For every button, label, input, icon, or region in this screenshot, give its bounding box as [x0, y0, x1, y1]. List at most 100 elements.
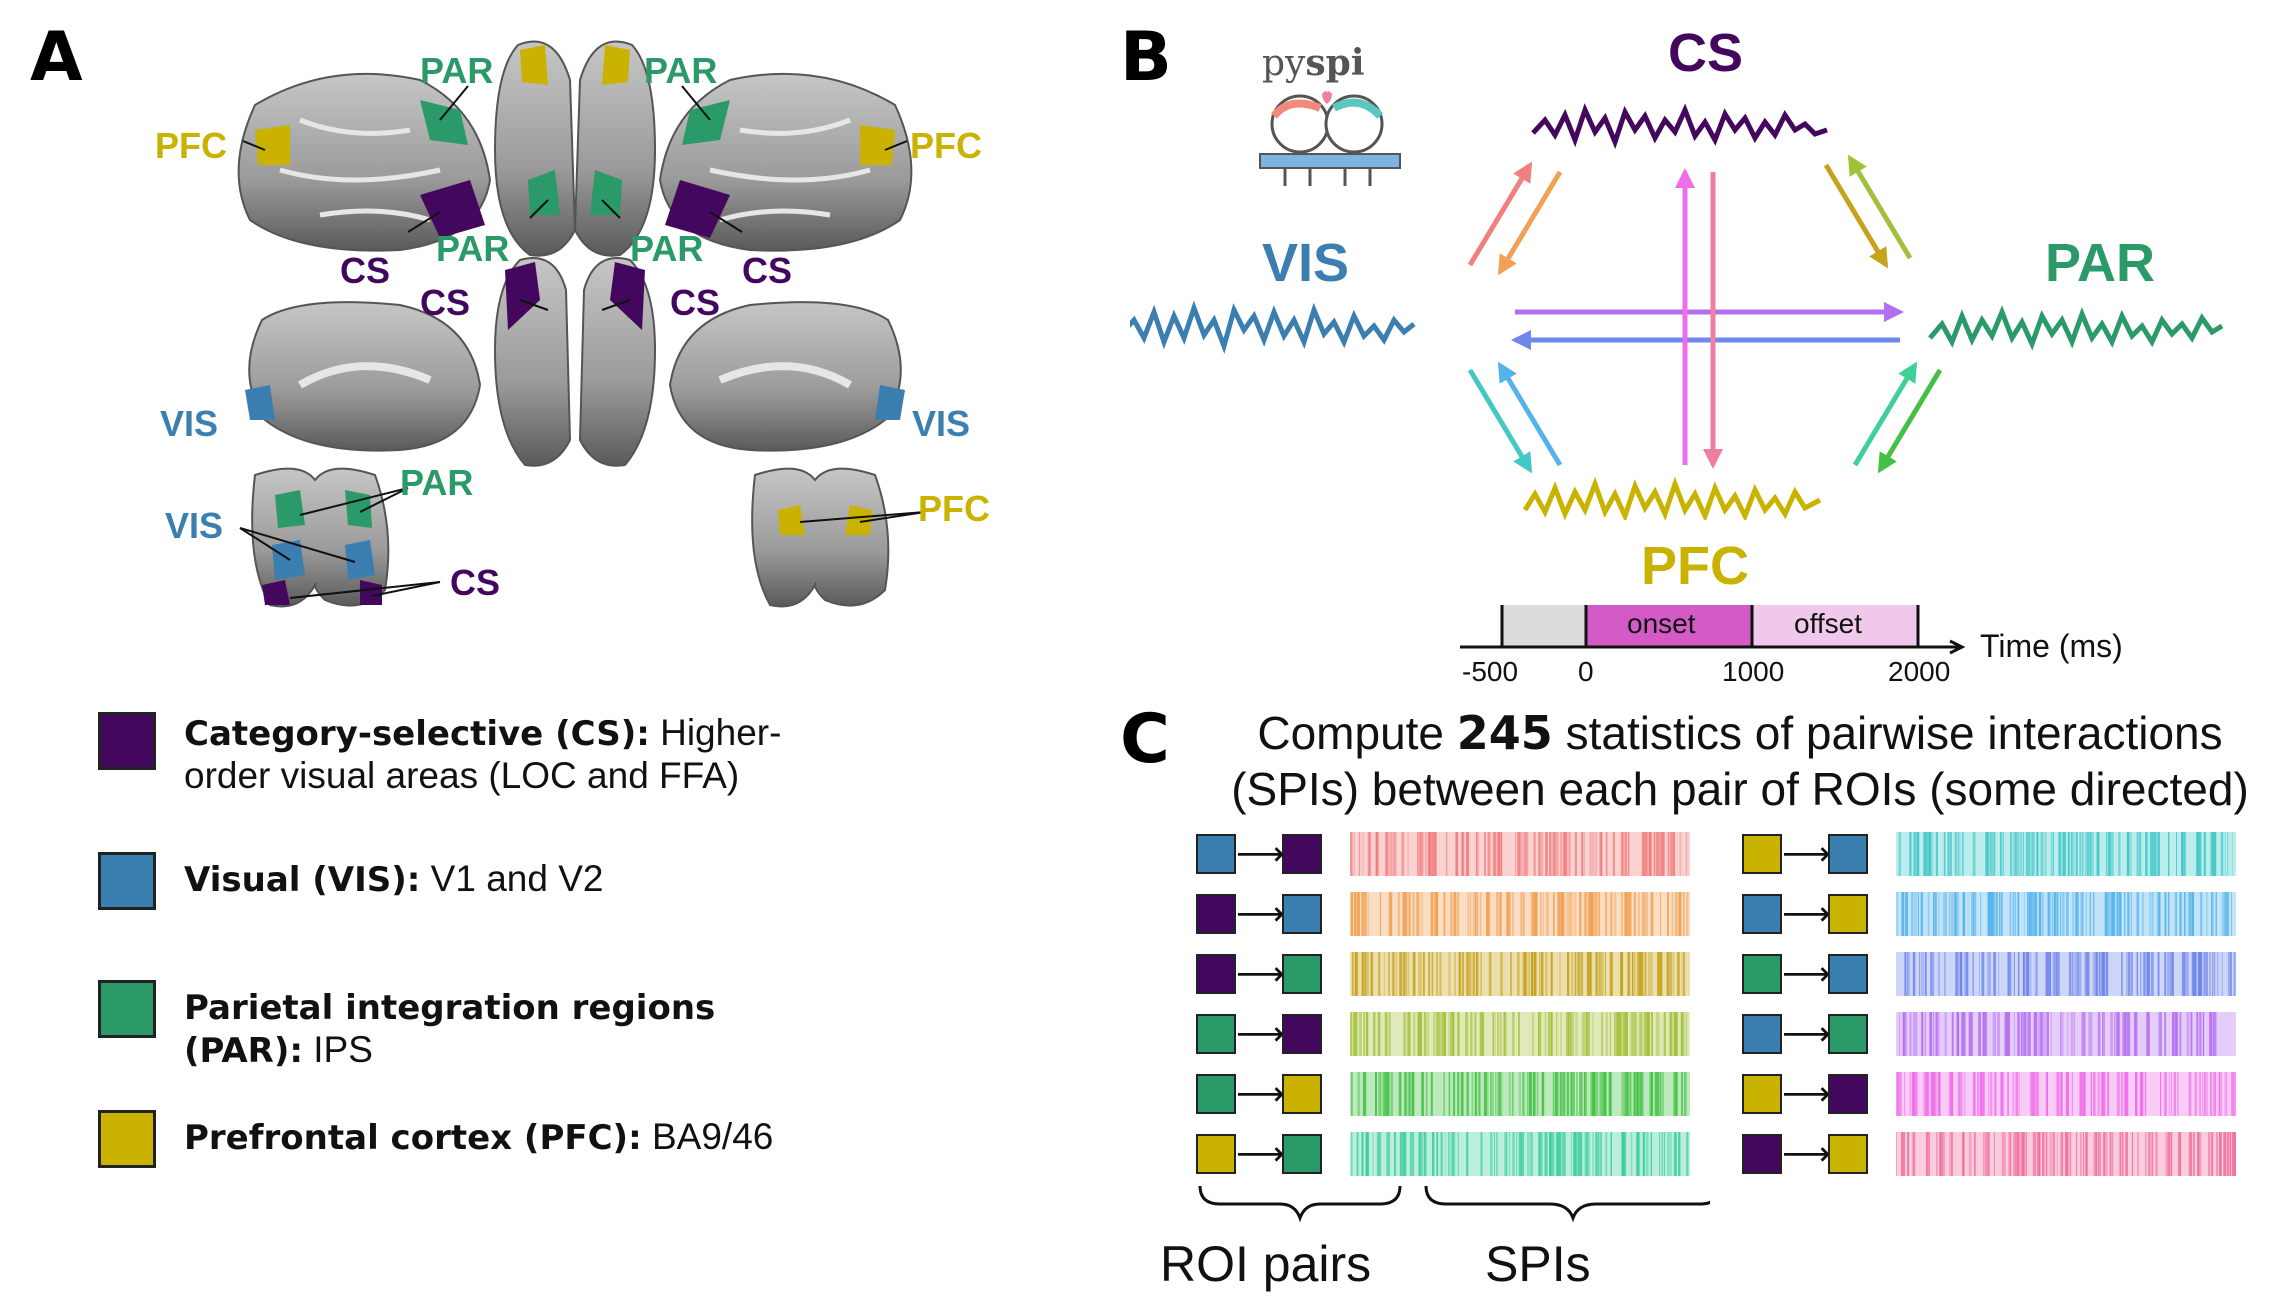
direction-arrow-icon: ⟶ [1782, 1015, 1831, 1053]
roi-square-vis [1282, 894, 1322, 934]
roi-region-patches [245, 45, 905, 605]
roi-square-pfc [1196, 1134, 1236, 1174]
label-pfc-right-lateral: PFC [910, 125, 982, 166]
roi-square-par [1742, 954, 1782, 994]
brace-spis [1424, 1185, 1710, 1222]
roi-square-vis [1828, 954, 1868, 994]
roi-square-pfc [1282, 1074, 1322, 1114]
brace-roi-pairs [1198, 1185, 1402, 1222]
label-cs-right-lateral: CS [742, 250, 793, 291]
panel-c-title: Compute 245 statistics of pairwise inter… [1195, 705, 2285, 817]
panel-b-letter: B [1120, 18, 1172, 97]
left-pair-row-vis-to-cs: ⟶ [1196, 832, 1690, 876]
pyspi-logo-icon [1259, 91, 1401, 186]
roi-square-par [1828, 1014, 1868, 1054]
direction-arrow-icon: ⟶ [1236, 835, 1285, 873]
legend-item-par: Parietal integration regions (PAR): IPS [98, 980, 804, 1072]
label-par-left-lateral: PAR [420, 50, 494, 91]
timeline-tick-0: 0 [1578, 656, 1594, 687]
direction-arrow-icon: ⟶ [1236, 1075, 1285, 1113]
node-pfc-label: PFC [1641, 536, 1749, 596]
timeline-onset-label: onset [1627, 608, 1696, 639]
interaction-arrows [1467, 154, 1943, 474]
label-pfc-anterior: PFC [918, 488, 990, 529]
direction-arrow-icon: ⟶ [1236, 895, 1285, 933]
roi-square-pfc [1742, 1074, 1782, 1114]
right-pair-row-vis-to-pfc: ⟶ [1742, 892, 2236, 936]
node-vis-label: VIS [1262, 233, 1350, 293]
roi-square-pfc [1742, 834, 1782, 874]
trial-timeline [1460, 605, 1966, 655]
roi-leader-lines [239, 85, 926, 599]
left-pair-row-pfc-to-par: ⟶ [1196, 1132, 1690, 1176]
panel-c-title-line2: (SPIs) between each pair of ROIs (some d… [1231, 763, 2249, 815]
spi-barcode-strip [1350, 892, 1690, 936]
panel-c-letter: C [1120, 700, 1170, 779]
roi-square-par [1196, 1014, 1236, 1054]
spi-barcode-strip [1896, 1132, 2236, 1176]
label-par-right-dorsal: PAR [630, 228, 704, 269]
spi-barcode-strip [1350, 832, 1690, 876]
label-roi-pairs: ROI pairs [1160, 1236, 1372, 1292]
brain-medial-right [668, 301, 902, 452]
legend-swatch-par [98, 980, 156, 1038]
timeline-axis-label: Time (ms) [1980, 628, 2123, 664]
label-vis-posterior: VIS [165, 505, 224, 546]
timeline-offset-label: offset [1794, 608, 1862, 639]
legend-text-vis: Visual (VIS): V1 and V2 [184, 858, 604, 900]
direction-arrow-icon: ⟶ [1236, 1015, 1285, 1053]
panel-c-title-line1: Compute 245 statistics of pairwise inter… [1257, 706, 2223, 760]
roi-square-cs [1196, 954, 1236, 994]
node-cs-label: CS [1668, 23, 1744, 83]
roi-square-par [1196, 1074, 1236, 1114]
timeseries-pfc [1522, 476, 1822, 520]
left-pair-row-par-to-pfc: ⟶ [1196, 1072, 1690, 1116]
legend-swatch-cs [98, 712, 156, 770]
direction-arrow-icon: ⟶ [1782, 1075, 1831, 1113]
direction-arrow-icon: ⟶ [1236, 955, 1285, 993]
brain-anterior-right-pair [751, 467, 890, 608]
network-diagram [1130, 103, 2224, 520]
spi-barcode-strip [1896, 952, 2236, 996]
label-par-left-dorsal: PAR [436, 228, 510, 269]
brain-medial-left [248, 301, 482, 452]
brain-illustrations [237, 40, 926, 608]
braces [1198, 1185, 1710, 1222]
roi-square-vis [1196, 834, 1236, 874]
roi-square-cs [1742, 1134, 1782, 1174]
label-pfc-left-lateral: PFC [155, 125, 227, 166]
right-pair-row-par-to-vis: ⟶ [1742, 952, 2236, 996]
legend-item-vis: Visual (VIS): V1 and V2 [98, 852, 804, 910]
label-cs-right-ventral: CS [670, 282, 721, 323]
timeline-tick-2000: 2000 [1888, 656, 1951, 687]
label-par-posterior: PAR [400, 462, 474, 503]
label-cs-posterior: CS [450, 562, 501, 603]
panel-a-letter: A [30, 18, 83, 97]
pyspi-logo-text: pyspi [1262, 42, 1365, 84]
legend-swatch-vis [98, 852, 156, 910]
roi-square-cs [1282, 834, 1322, 874]
label-vis-left-medial: VIS [160, 403, 219, 444]
legend-swatch-pfc [98, 1110, 156, 1168]
left-pair-row-par-to-cs: ⟶ [1196, 1012, 1690, 1056]
right-pair-row-pfc-to-vis: ⟶ [1742, 832, 2236, 876]
roi-square-par [1282, 954, 1322, 994]
spi-barcode-strip [1350, 1012, 1690, 1056]
direction-arrow-icon: ⟶ [1782, 835, 1831, 873]
timeline-tick-minus500: -500 [1462, 656, 1519, 687]
label-cs-left-lateral: CS [340, 250, 391, 291]
timeline-tick-1000: 1000 [1722, 656, 1785, 687]
direction-arrow-icon: ⟶ [1782, 1135, 1831, 1173]
left-pair-row-cs-to-par: ⟶ [1196, 952, 1690, 996]
roi-square-pfc [1828, 1134, 1868, 1174]
spi-barcode-strip [1896, 1012, 2236, 1056]
roi-square-vis [1742, 1014, 1782, 1054]
legend-item-pfc: Prefrontal cortex (PFC): BA9/46 [98, 1110, 804, 1168]
timeseries-par [1928, 305, 2224, 351]
direction-arrow-icon: ⟶ [1782, 955, 1831, 993]
timeseries-cs [1531, 103, 1828, 150]
label-vis-right-medial: VIS [912, 403, 971, 444]
roi-square-par [1282, 1134, 1322, 1174]
spi-barcode-strip [1896, 832, 2236, 876]
roi-square-cs [1196, 894, 1236, 934]
